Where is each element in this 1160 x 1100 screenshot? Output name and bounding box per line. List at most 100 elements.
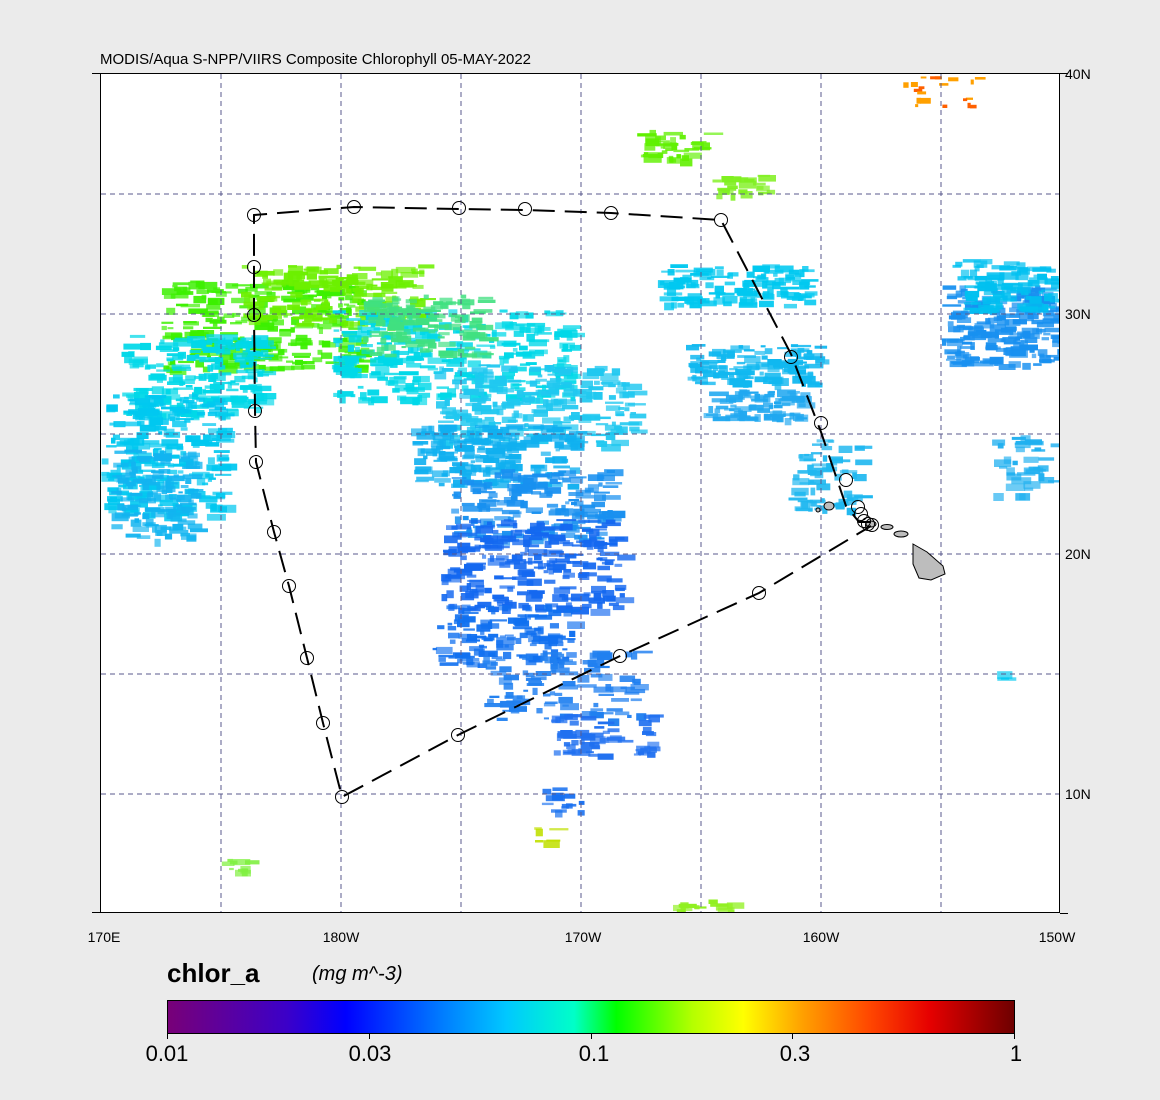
chlorophyll-pixel xyxy=(359,359,377,363)
chlorophyll-pixel xyxy=(343,303,349,306)
map-panel[interactable] xyxy=(100,73,1060,913)
chlorophyll-pixel xyxy=(282,285,302,289)
chlorophyll-pixel xyxy=(504,634,514,637)
chlorophyll-pixel xyxy=(794,414,809,422)
chlorophyll-pixel xyxy=(953,325,964,333)
chlorophyll-pixel xyxy=(134,496,146,499)
chlorophyll-pixel xyxy=(735,368,752,376)
chlorophyll-pixel xyxy=(709,391,729,397)
chlorophyll-pixel xyxy=(481,385,497,388)
chlorophyll-pixel xyxy=(128,409,147,415)
chlorophyll-pixel xyxy=(262,275,268,279)
chlorophyll-pixel xyxy=(965,295,978,302)
chlorophyll-pixel xyxy=(296,322,315,327)
chlorophyll-pixel xyxy=(133,393,139,400)
chlorophyll-pixel xyxy=(187,336,205,344)
chlorophyll-pixel xyxy=(561,348,572,352)
chlorophyll-pixel xyxy=(957,276,967,281)
chlorophyll-pixel xyxy=(605,432,616,441)
chlorophyll-pixel xyxy=(528,368,542,376)
chlorophyll-pixel xyxy=(208,477,216,480)
chlorophyll-pixel xyxy=(486,450,506,459)
chlorophyll-pixel xyxy=(279,328,291,332)
chlorophyll-pixel xyxy=(826,463,834,471)
chlorophyll-pixel xyxy=(985,318,991,325)
chlorophyll-pixel xyxy=(450,567,461,571)
lon-label-150w: 150W xyxy=(1038,929,1076,945)
chlorophyll-pixel xyxy=(595,540,605,546)
chlorophyll-pixel xyxy=(542,417,561,424)
chlorophyll-pixel xyxy=(1046,268,1056,273)
chlorophyll-pixel xyxy=(1020,340,1028,349)
chlorophyll-pixel xyxy=(570,384,575,392)
chlorophyll-pixel xyxy=(344,320,349,327)
chlorophyll-pixel xyxy=(608,395,616,400)
chlorophyll-pixel xyxy=(778,277,792,284)
chlorophyll-pixel xyxy=(374,357,391,360)
chlorophyll-pixel xyxy=(352,287,364,292)
lon-label-170e: 170E xyxy=(87,929,121,945)
maui-island xyxy=(893,530,909,538)
chlorophyll-pixel xyxy=(1004,319,1021,326)
chlorophyll-pixel xyxy=(520,551,527,556)
chlorophyll-pixel xyxy=(568,476,587,479)
map-title: MODIS/Aqua S-NPP/VIIRS Composite Chlorop… xyxy=(100,51,532,68)
chlorophyll-pixel xyxy=(998,298,1015,302)
colorbar-label-0.3: 0.3 xyxy=(779,1041,811,1066)
chlorophyll-pixel xyxy=(527,614,548,618)
chlorophyll-pixel xyxy=(142,440,160,445)
chlorophyll-pixel xyxy=(227,409,239,417)
chlorophyll-pixel xyxy=(206,355,211,358)
chlorophyll-pixel xyxy=(501,379,522,383)
chlorophyll-pixel xyxy=(560,523,573,531)
chlorophyll-pixel xyxy=(357,336,369,342)
chlorophyll-pixel xyxy=(446,301,456,306)
chlorophyll-pixel xyxy=(437,324,449,329)
chlorophyll-pixel xyxy=(130,519,142,527)
chlorophyll-pixel xyxy=(279,356,289,359)
chlorophyll-pixel xyxy=(478,446,485,451)
chlorophyll-pixel xyxy=(602,542,618,545)
chlorophyll-pixel xyxy=(790,348,810,351)
chlorophyll-pixel xyxy=(183,321,199,326)
chlorophyll-pixel xyxy=(410,299,426,308)
chlorophyll-pixel xyxy=(332,319,347,326)
chlorophyll-pixel xyxy=(112,434,120,441)
chlorophyll-pixel xyxy=(458,367,467,374)
chlorophyll-pixel xyxy=(763,395,771,403)
chlorophyll-pixel xyxy=(601,561,611,565)
chlorophyll-pixel xyxy=(724,180,737,186)
chlorophyll-pixel xyxy=(161,406,174,410)
chlorophyll-pixel xyxy=(211,504,217,511)
chlorophyll-pixel xyxy=(401,326,408,329)
chlorophyll-pixel xyxy=(623,383,643,390)
chlorophyll-pixel xyxy=(446,590,454,599)
chlorophyll-pixel xyxy=(142,482,150,490)
chlorophyll-pixel xyxy=(474,373,480,377)
chlorophyll-pixel xyxy=(166,307,176,315)
chlorophyll-pixel xyxy=(301,365,316,370)
chlorophyll-pixel xyxy=(715,291,720,299)
chlorophyll-pixel xyxy=(556,519,577,522)
chlorophyll-pixel xyxy=(588,386,604,391)
chlorophyll-pixel xyxy=(208,428,228,434)
chlorophyll-pixel xyxy=(1025,295,1032,300)
chlorophyll-pixel xyxy=(559,586,577,590)
chlorophyll-pixel xyxy=(523,474,538,478)
chlorophyll-pixel xyxy=(558,444,578,450)
chlorophyll-pixel xyxy=(230,380,236,384)
chlorophyll-pixel xyxy=(484,703,503,708)
chlorophyll-pixel xyxy=(1042,304,1049,311)
chlorophyll-pixel xyxy=(582,372,600,380)
chlorophyll-pixel xyxy=(510,366,527,372)
chlorophyll-pixel xyxy=(129,402,139,406)
chlorophyll-pixel xyxy=(241,291,252,298)
chlorophyll-pixel xyxy=(581,711,598,717)
chlorophyll-pixel xyxy=(347,308,352,316)
chlorophyll-pixel xyxy=(391,268,399,277)
chlorophyll-pixel xyxy=(232,312,240,317)
chlorophyll-pixel xyxy=(619,422,640,426)
chlorophyll-pixel xyxy=(546,503,559,508)
chlorophyll-pixel xyxy=(791,349,797,356)
chlorophyll-pixel xyxy=(179,380,184,386)
